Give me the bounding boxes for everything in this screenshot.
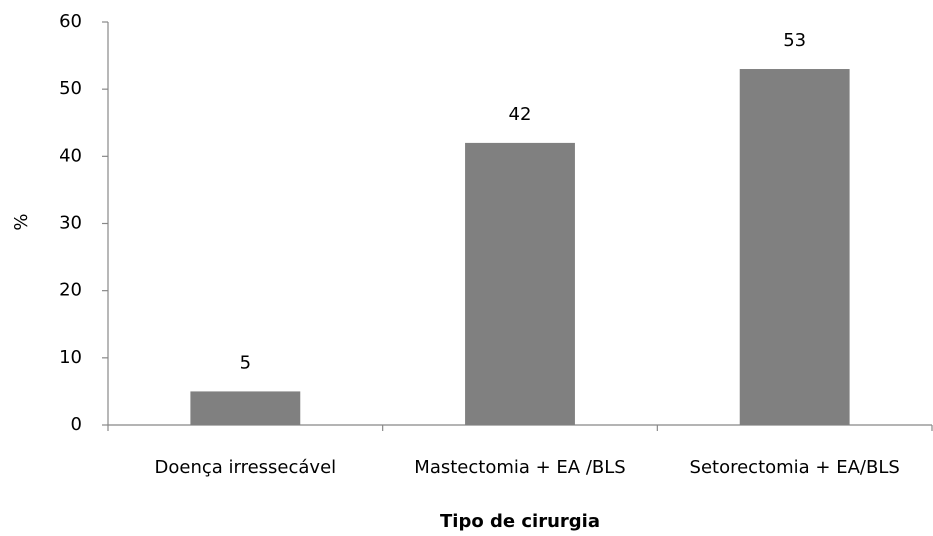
x-tick-label: Mastectomia + EA /BLS [414, 457, 625, 478]
bar [739, 69, 850, 426]
y-tick-label: 20 [59, 280, 82, 301]
y-tick-label: 0 [71, 414, 82, 435]
value-label: 53 [783, 30, 806, 51]
y-tick-label: 60 [59, 11, 82, 32]
bar [465, 142, 575, 425]
bar [190, 391, 301, 425]
y-axis-title: % [11, 213, 32, 230]
x-tick-label: Doença irressecável [155, 457, 337, 478]
x-axis-title: Tipo de cirurgia [440, 511, 600, 532]
x-tick-label: Setorectomia + EA/BLS [690, 457, 900, 478]
y-tick-label: 10 [59, 347, 82, 368]
y-tick-label: 40 [59, 145, 82, 166]
y-tick-label: 50 [59, 78, 82, 99]
value-label: 5 [240, 352, 251, 373]
value-label: 42 [509, 104, 532, 125]
y-tick-label: 30 [59, 213, 82, 234]
